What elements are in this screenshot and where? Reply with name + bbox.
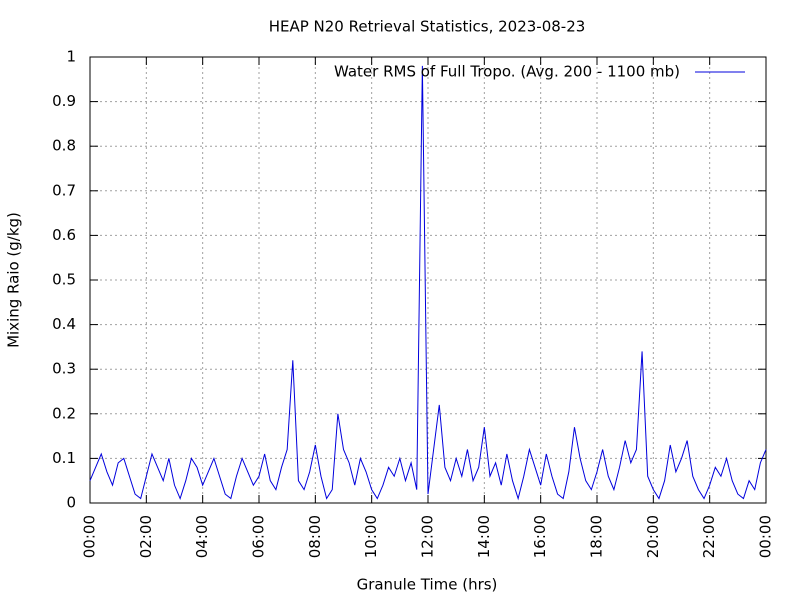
y-tick-label: 0.8: [52, 137, 76, 155]
x-tick-label: 00:00: [757, 515, 775, 558]
y-tick-label: 0.9: [52, 92, 76, 110]
x-tick-label: 18:00: [588, 515, 606, 558]
y-tick-label: 0.6: [52, 226, 76, 244]
x-tick-label: 08:00: [306, 515, 324, 558]
x-tick-label: 22:00: [700, 515, 718, 558]
data-line: [89, 65, 767, 501]
x-tick-label: 02:00: [137, 515, 155, 558]
y-tick-label: 0.2: [52, 404, 76, 422]
x-tick-label: 04:00: [193, 515, 211, 558]
y-tick-label: 0.3: [52, 360, 76, 378]
x-tick-label: 14:00: [475, 515, 493, 558]
y-tick-label: 0.1: [52, 449, 76, 467]
legend-label: Water RMS of Full Tropo. (Avg. 200 - 110…: [334, 63, 680, 81]
plot-frame: [89, 56, 767, 504]
x-tick-label: 00:00: [81, 515, 99, 558]
x-tick-label: 10:00: [362, 515, 380, 558]
y-tick-label: 0.5: [52, 271, 76, 289]
y-tick-label: 1: [66, 48, 76, 66]
y-tick-label: 0.7: [52, 181, 76, 199]
x-tick-label: 06:00: [250, 515, 268, 558]
x-tick-label: 16:00: [531, 515, 549, 558]
x-tick-label: 20:00: [644, 515, 662, 558]
y-tick-label: 0.4: [52, 315, 76, 333]
x-tick-label: 12:00: [419, 515, 437, 558]
y-tick-label: 0: [66, 494, 76, 512]
chart-title: HEAP N20 Retrieval Statistics, 2023-08-2…: [269, 18, 586, 36]
x-axis-label: Granule Time (hrs): [357, 576, 498, 594]
y-axis-label: Mixing Raio (g/kg): [5, 212, 23, 348]
